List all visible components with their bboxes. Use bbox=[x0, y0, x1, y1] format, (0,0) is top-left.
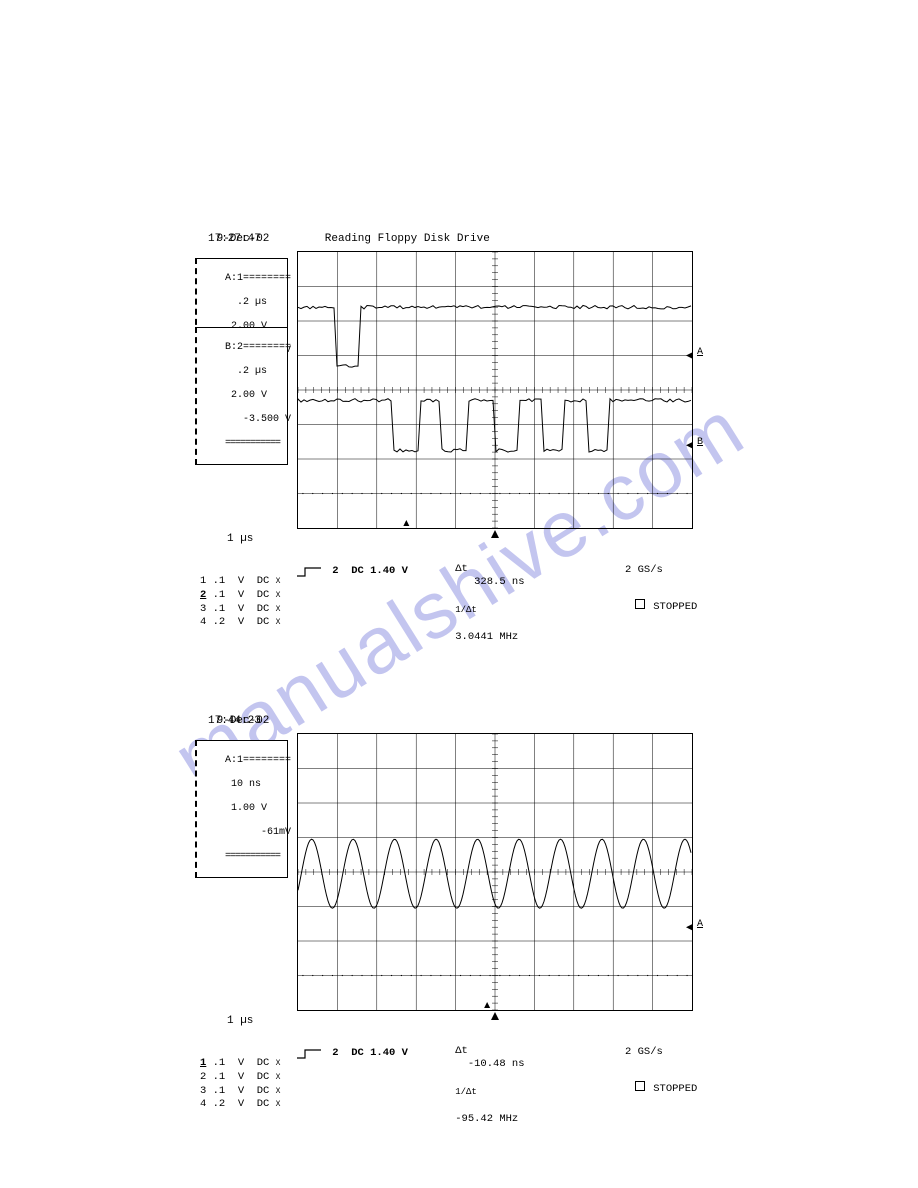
trigger-edge-icon bbox=[295, 564, 323, 578]
scope1-trigger: 2 DC 1.40 V bbox=[326, 565, 408, 579]
scope1-grid bbox=[297, 251, 693, 529]
scope2-time: 17:44:23 bbox=[208, 715, 261, 727]
scope2-trigger: 2 DC 1.40 V bbox=[326, 1047, 408, 1061]
trigger-edge-icon bbox=[295, 1046, 323, 1060]
box-b-bar: =========== bbox=[225, 438, 280, 449]
box-a-l1: 10 ns bbox=[225, 779, 261, 790]
scope1-marker-b: B bbox=[697, 437, 703, 448]
scope1-sample-rate: 2 GS/s bbox=[625, 564, 663, 578]
scope1-timebase: 1 µs bbox=[227, 533, 253, 545]
box-a-bar: =========== bbox=[225, 851, 280, 862]
scope2-status: STOPPED bbox=[653, 1083, 697, 1095]
scope1-box-b: B:2======== .2 µs 2.00 V -3.500 V ======… bbox=[195, 327, 288, 465]
scope2-dt-val: -10.48 ns bbox=[455, 1058, 524, 1070]
stop-icon bbox=[635, 1081, 645, 1091]
scope1-marker-a: A bbox=[697, 347, 703, 358]
box-a-header: A:1======== bbox=[225, 273, 291, 284]
scope1-freq-val: 3.0441 MHz bbox=[455, 631, 518, 643]
scope1-dt-label: Δt bbox=[455, 563, 468, 575]
box-a-header: A:1======== bbox=[225, 755, 291, 766]
scope1-title: Reading Floppy Disk Drive bbox=[305, 233, 490, 245]
box-a-l3: -61mV bbox=[225, 827, 291, 838]
scope2-marker-a: A bbox=[697, 919, 703, 930]
scope2-box-a: A:1======== 10 ns 1.00 V -61mV =========… bbox=[195, 740, 288, 878]
scope1-time: 17:27:47 bbox=[208, 233, 261, 245]
box-a-l1: .2 µs bbox=[225, 297, 267, 308]
box-b-l1: .2 µs bbox=[225, 366, 267, 377]
stop-icon bbox=[635, 599, 645, 609]
scope1-status: STOPPED bbox=[653, 601, 697, 613]
scope1-freq-label: 1/Δt bbox=[455, 605, 477, 615]
box-b-l3: -3.500 V bbox=[225, 414, 291, 425]
scope1-dt-val: 328.5 ns bbox=[455, 576, 524, 588]
box-a-l2: 1.00 V bbox=[225, 803, 267, 814]
scope2-freq-val: -95.42 MHz bbox=[455, 1113, 518, 1125]
scope2-timebase: 1 µs bbox=[227, 1015, 253, 1027]
scope2-dt-label: Δt bbox=[455, 1045, 468, 1057]
scope2-freq-label: 1/Δt bbox=[455, 1087, 477, 1097]
box-b-header: B:2======== bbox=[225, 342, 291, 353]
box-b-l2: 2.00 V bbox=[225, 390, 267, 401]
scope2-sample-rate: 2 GS/s bbox=[625, 1046, 663, 1060]
scope2-grid bbox=[297, 733, 693, 1011]
